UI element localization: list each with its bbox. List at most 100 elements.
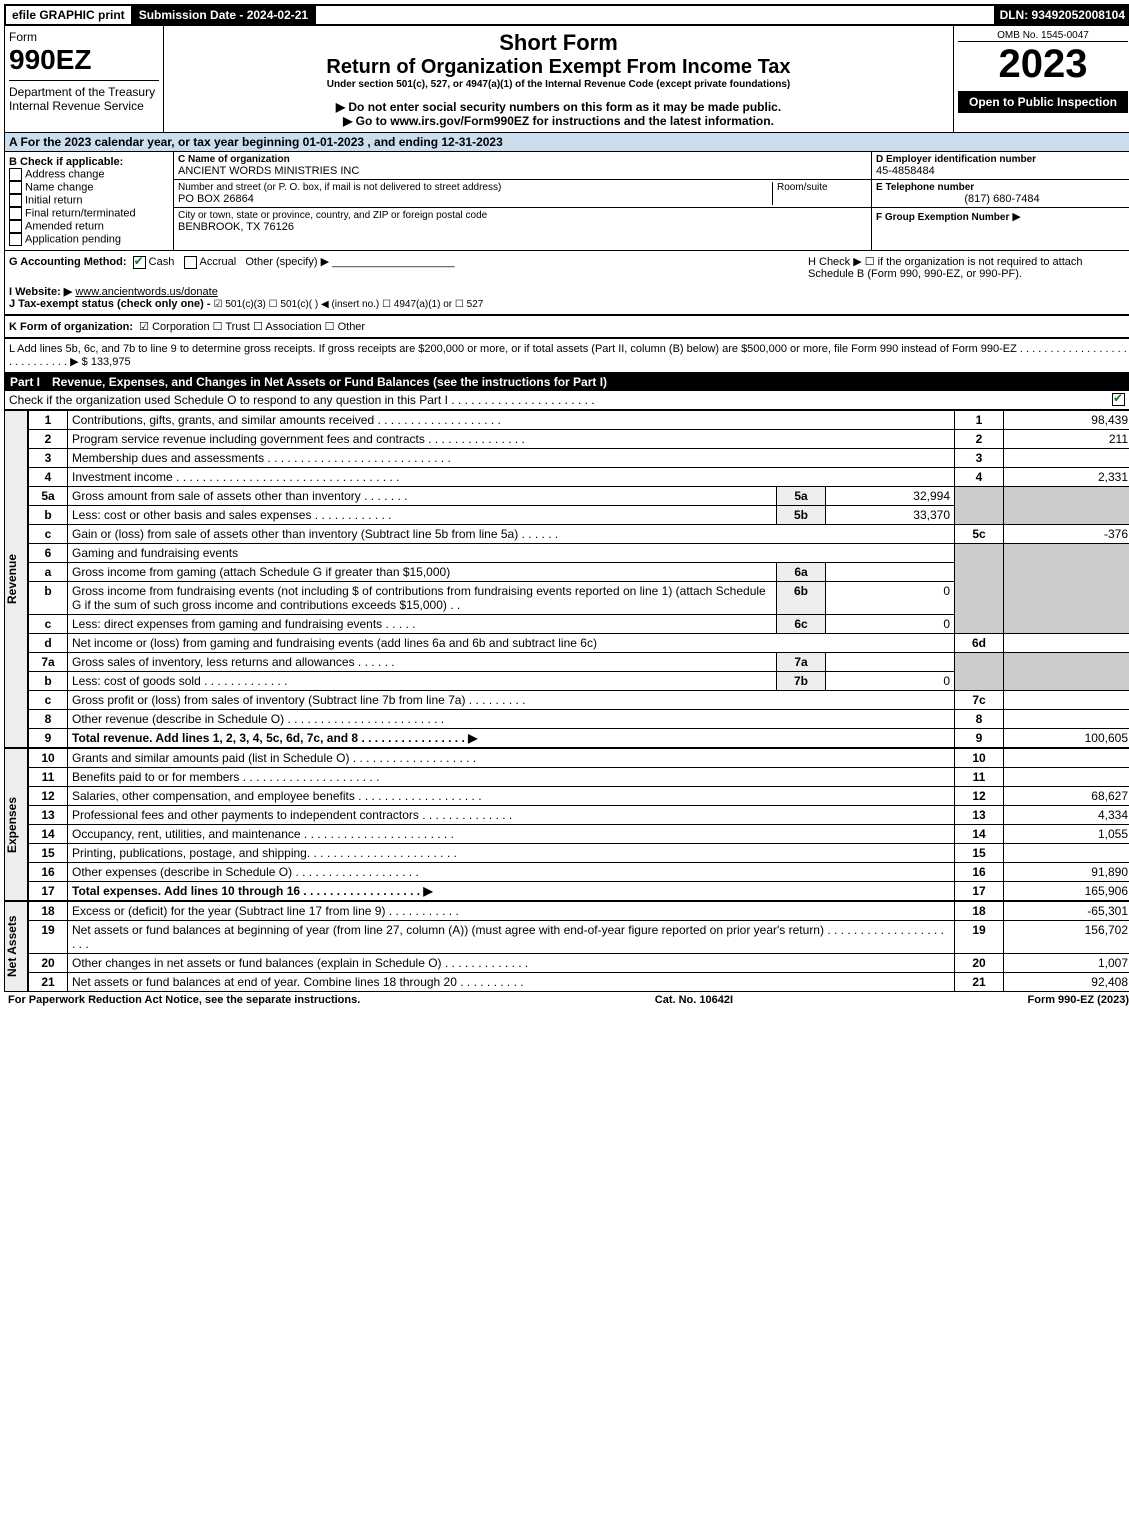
expenses-table: 10Grants and similar amounts paid (list …: [28, 748, 1129, 901]
phone-row: E Telephone number (817) 680-7484: [872, 180, 1129, 208]
line-4-val: 2,331: [1004, 467, 1129, 486]
section-c: C Name of organization ANCIENT WORDS MIN…: [174, 152, 871, 250]
header-center: Short Form Return of Organization Exempt…: [164, 26, 953, 132]
revenue-section: Revenue 1Contributions, gifts, grants, a…: [4, 410, 1129, 748]
chk-initial-label: Initial return: [25, 194, 82, 206]
org-name-row: C Name of organization ANCIENT WORDS MIN…: [174, 152, 871, 180]
line-13-val: 4,334: [1004, 805, 1129, 824]
chk-cash[interactable]: [133, 256, 146, 269]
section-b: B Check if applicable: Address change Na…: [5, 152, 174, 250]
city-value: BENBROOK, TX 76126: [178, 221, 867, 233]
chk-pending[interactable]: Application pending: [9, 233, 169, 246]
chk-initial[interactable]: Initial return: [9, 194, 169, 207]
line-11-desc: Benefits paid to or for members . . . . …: [68, 767, 955, 786]
part-1-title: Revenue, Expenses, and Changes in Net As…: [52, 375, 607, 389]
chk-accrual[interactable]: [184, 256, 197, 269]
line-7a-val: [826, 652, 955, 671]
line-21-desc: Net assets or fund balances at end of ye…: [68, 972, 955, 991]
f-label: F Group Exemption Number: [876, 212, 1009, 223]
street-row: Number and street (or P. O. box, if mail…: [174, 180, 871, 208]
footer-mid: Cat. No. 10642I: [655, 994, 733, 1006]
line-15-val: [1004, 843, 1129, 862]
subtitle: Under section 501(c), 527, or 4947(a)(1)…: [168, 79, 949, 90]
line-12-desc: Salaries, other compensation, and employ…: [68, 786, 955, 805]
ssn-warning-text: Do not enter social security numbers on …: [348, 100, 781, 114]
section-l: L Add lines 5b, 6c, and 7b to line 9 to …: [4, 338, 1129, 373]
form-word: Form: [9, 30, 159, 44]
line-5b-val: 33,370: [826, 505, 955, 524]
schedule-o-check[interactable]: [1112, 393, 1125, 406]
phone-value: (817) 680-7484: [876, 193, 1128, 205]
line-16-val: 91,890: [1004, 862, 1129, 881]
chk-name[interactable]: Name change: [9, 181, 169, 194]
goto-link[interactable]: ▶ Go to www.irs.gov/Form990EZ for instru…: [168, 114, 949, 128]
group-exemption-row: F Group Exemption Number ▶: [872, 208, 1129, 225]
line-9-desc: Total revenue. Add lines 1, 2, 3, 4, 5c,…: [68, 728, 955, 747]
line-20-desc: Other changes in net assets or fund bala…: [68, 953, 955, 972]
line-1-val: 98,439: [1004, 410, 1129, 429]
chk-amended[interactable]: Amended return: [9, 220, 169, 233]
line-17-val: 165,906: [1004, 881, 1129, 900]
footer-right: Form 990-EZ (2023): [1028, 994, 1129, 1006]
line-19-val: 156,702: [1004, 920, 1129, 953]
i-label: I Website: ▶: [9, 286, 72, 298]
form-header: Form 990EZ Department of the Treasury In…: [4, 26, 1129, 133]
submission-date: Submission Date - 2024-02-21: [133, 6, 316, 24]
line-10-desc: Grants and similar amounts paid (list in…: [68, 748, 955, 767]
line-5b-desc: Less: cost or other basis and sales expe…: [68, 505, 777, 524]
city-row: City or town, state or province, country…: [174, 208, 871, 235]
street-label: Number and street (or P. O. box, if mail…: [178, 182, 772, 193]
form-number: 990EZ: [9, 44, 159, 76]
line-7b-desc: Less: cost of goods sold . . . . . . . .…: [68, 671, 777, 690]
line-6c-desc: Less: direct expenses from gaming and fu…: [68, 614, 777, 633]
part-1-label: Part I: [10, 375, 40, 389]
short-form-title: Short Form: [168, 30, 949, 56]
street-value: PO BOX 26864: [178, 193, 772, 205]
line-18-desc: Excess or (deficit) for the year (Subtra…: [68, 901, 955, 920]
efile-label[interactable]: efile GRAPHIC print: [6, 6, 133, 24]
b-label: B Check if applicable:: [9, 156, 169, 168]
line-6b-val: 0: [826, 581, 955, 614]
tax-year: 2023: [958, 42, 1128, 87]
j-label: J Tax-exempt status (check only one) -: [9, 298, 214, 310]
line-12-val: 68,627: [1004, 786, 1129, 805]
section-k: K Form of organization: ☑ Corporation ☐ …: [4, 315, 1129, 338]
line-6c-val: 0: [826, 614, 955, 633]
section-def: D Employer identification number 45-4858…: [871, 152, 1129, 250]
irs-label: Internal Revenue Service: [9, 99, 159, 113]
chk-pending-label: Application pending: [25, 233, 121, 245]
d-label: D Employer identification number: [876, 154, 1128, 165]
chk-final[interactable]: Final return/terminated: [9, 207, 169, 220]
f-arrow: ▶: [1012, 211, 1020, 223]
open-to-public: Open to Public Inspection: [958, 91, 1128, 113]
org-name: ANCIENT WORDS MINISTRIES INC: [178, 165, 867, 177]
net-assets-label: Net Assets: [4, 901, 28, 992]
page-footer: For Paperwork Reduction Act Notice, see …: [4, 992, 1129, 1008]
line-7c-desc: Gross profit or (loss) from sales of inv…: [68, 690, 955, 709]
line-21-val: 92,408: [1004, 972, 1129, 991]
goto-text: Go to www.irs.gov/Form990EZ for instruct…: [356, 114, 774, 128]
net-assets-table: 18Excess or (deficit) for the year (Subt…: [28, 901, 1129, 992]
line-8-desc: Other revenue (describe in Schedule O) .…: [68, 709, 955, 728]
line-10-val: [1004, 748, 1129, 767]
line-13-desc: Professional fees and other payments to …: [68, 805, 955, 824]
line-8-val: [1004, 709, 1129, 728]
e-label: E Telephone number: [876, 182, 1128, 193]
chk-address-label: Address change: [25, 168, 105, 180]
ein-row: D Employer identification number 45-4858…: [872, 152, 1129, 180]
chk-address[interactable]: Address change: [9, 168, 169, 181]
line-2-desc: Program service revenue including govern…: [68, 429, 955, 448]
net-assets-section: Net Assets 18Excess or (deficit) for the…: [4, 901, 1129, 992]
expenses-label: Expenses: [4, 748, 28, 901]
line-1-desc: Contributions, gifts, grants, and simila…: [68, 410, 955, 429]
website-value[interactable]: www.ancientwords.us/donate: [75, 286, 217, 298]
footer-left: For Paperwork Reduction Act Notice, see …: [8, 994, 360, 1006]
part-1-header: Part I Revenue, Expenses, and Changes in…: [4, 373, 1129, 391]
line-14-desc: Occupancy, rent, utilities, and maintena…: [68, 824, 955, 843]
line-7b-val: 0: [826, 671, 955, 690]
line-5c-desc: Gain or (loss) from sale of assets other…: [68, 524, 955, 543]
h-section: H Check ▶ ☐ if the organization is not r…: [808, 255, 1128, 280]
c-name-label: C Name of organization: [178, 154, 867, 165]
city-label: City or town, state or province, country…: [178, 210, 867, 221]
line-6b-desc: Gross income from fundraising events (no…: [68, 581, 777, 614]
